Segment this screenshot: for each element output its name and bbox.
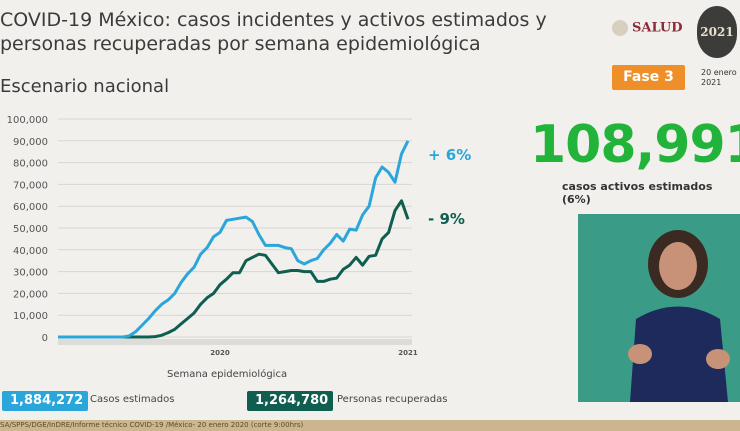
salud-logo-text: SALUD: [632, 20, 683, 36]
casos-total-badge: 1,884,272: [2, 391, 88, 411]
active-cases-value: 108,991: [530, 115, 740, 175]
year-2021-logo: 2021: [697, 6, 737, 58]
recuperadas-series-line: [58, 199, 410, 339]
interpreter-figure: [578, 214, 740, 402]
sign-language-interpreter-video: [578, 214, 740, 402]
source-footer: SA/SPPS/DGE/InDRE/Informe técnico COVID-…: [0, 420, 740, 431]
y-tick-label: 40,000: [13, 246, 48, 257]
casos-legend-label: Casos estimados: [90, 394, 175, 405]
casos-series-line: [58, 140, 410, 339]
page-title: COVID-19 México: casos incidentes y acti…: [0, 9, 547, 55]
y-tick-label: 10,000: [13, 311, 48, 322]
y-tick-label: 20,000: [13, 289, 48, 300]
y-tick-label: 30,000: [13, 268, 48, 279]
active-cases-label: casos activos estimados (6%): [562, 180, 713, 206]
y-tick-label: 90,000: [13, 137, 48, 148]
salud-logo: SALUD: [612, 20, 683, 36]
y-tick-label: 70,000: [13, 180, 48, 191]
recuperadas-change-label: - 9%: [428, 210, 465, 228]
x-year-label: 2020: [210, 349, 230, 357]
line-chart: 0 10,000 20,000 30,000 40,000 50,000 60,000 70,…: [7, 115, 418, 357]
seal-icon: [612, 20, 628, 36]
phase-badge: Fase 3: [612, 65, 685, 90]
recuperadas-total-badge: 1,264,780: [247, 391, 333, 411]
y-tick-label: 0: [42, 333, 48, 344]
x-axis-week-strip: [58, 339, 412, 345]
casos-change-label: + 6%: [428, 146, 472, 164]
page-subtitle: Escenario nacional: [0, 76, 170, 97]
y-tick-label: 100,000: [7, 115, 48, 126]
x-axis-label: Semana epidemiológica: [167, 369, 288, 380]
report-date: 20 enero 2021: [701, 68, 737, 87]
y-tick-label: 80,000: [13, 159, 48, 170]
x-year-label: 2021: [398, 349, 418, 357]
y-tick-label: 60,000: [13, 202, 48, 213]
y-tick-label: 50,000: [13, 224, 48, 235]
recuperadas-legend-label: Personas recuperadas: [337, 394, 448, 405]
